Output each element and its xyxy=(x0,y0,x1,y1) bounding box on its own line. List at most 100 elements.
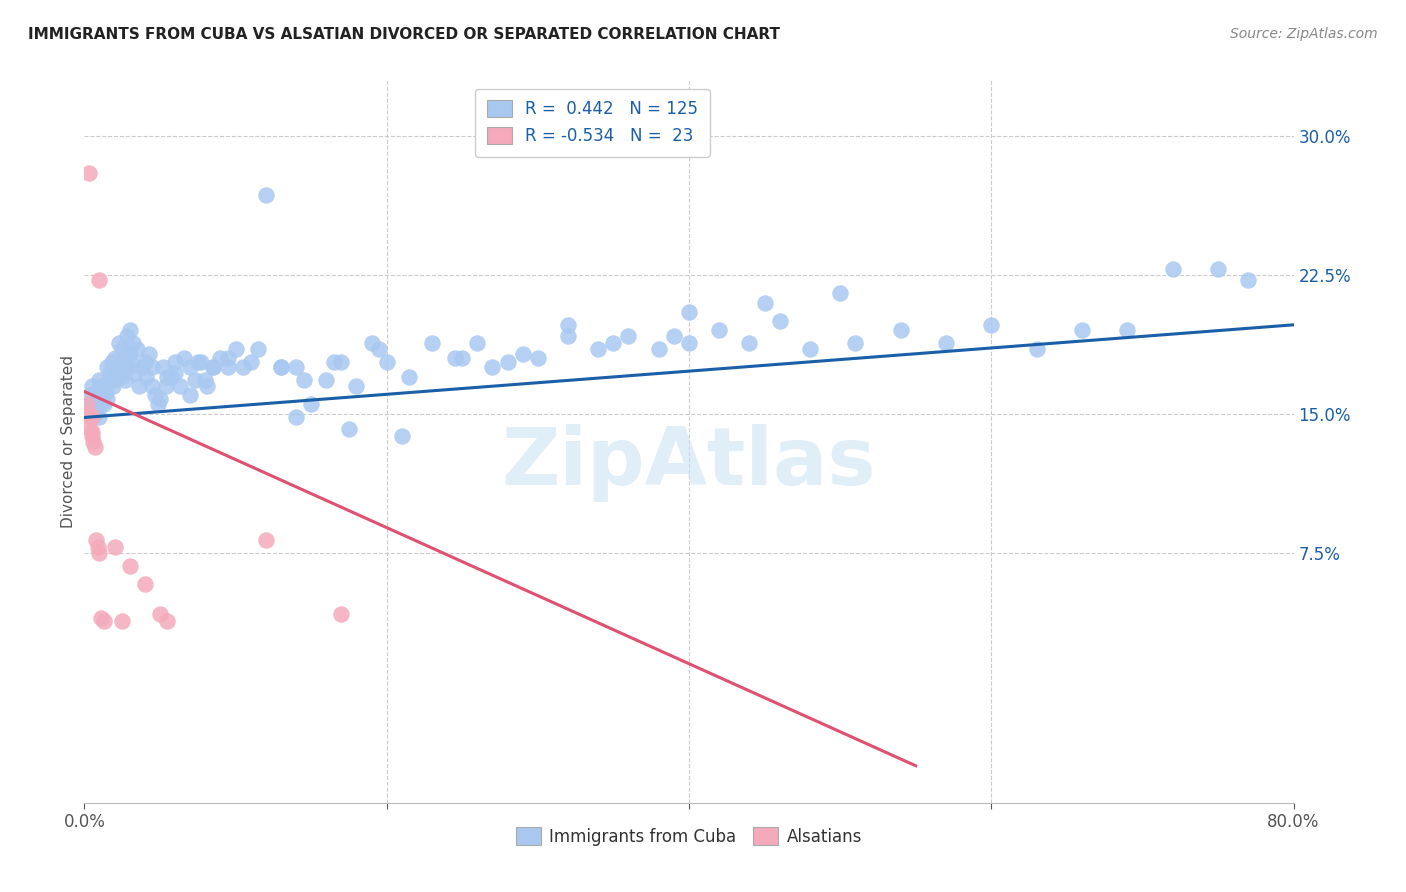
Point xyxy=(190,355,212,369)
Point xyxy=(80,397,103,411)
Point xyxy=(754,295,776,310)
Point xyxy=(114,373,136,387)
Point xyxy=(80,429,103,443)
Point xyxy=(128,379,150,393)
Point xyxy=(156,369,179,384)
Point xyxy=(602,336,624,351)
Point xyxy=(96,360,118,375)
Point xyxy=(87,540,110,554)
Point xyxy=(173,351,195,366)
Text: IMMIGRANTS FROM CUBA VS ALSATIAN DIVORCED OR SEPARATED CORRELATION CHART: IMMIGRANTS FROM CUBA VS ALSATIAN DIVORCE… xyxy=(28,27,780,42)
Point xyxy=(588,342,610,356)
Point xyxy=(709,323,731,337)
Point xyxy=(232,360,254,375)
Point xyxy=(678,336,700,351)
Point xyxy=(285,360,308,375)
Point xyxy=(100,355,122,369)
Point xyxy=(111,360,134,375)
Point xyxy=(122,366,145,380)
Point xyxy=(391,429,413,443)
Point xyxy=(346,379,368,393)
Point xyxy=(89,373,111,387)
Point xyxy=(104,351,127,366)
Point xyxy=(844,336,866,351)
Point xyxy=(254,533,277,547)
Point xyxy=(769,314,792,328)
Point xyxy=(90,379,112,393)
Point xyxy=(111,614,134,628)
Point xyxy=(179,360,201,375)
Point xyxy=(79,410,101,425)
Text: ZipAtlas: ZipAtlas xyxy=(502,425,876,502)
Point xyxy=(1161,262,1184,277)
Point xyxy=(134,355,156,369)
Point xyxy=(104,373,127,387)
Point xyxy=(89,410,111,425)
Point xyxy=(398,369,420,384)
Point xyxy=(105,360,128,375)
Point xyxy=(82,434,104,449)
Point xyxy=(131,360,153,375)
Point xyxy=(481,360,503,375)
Point xyxy=(512,347,534,361)
Point xyxy=(127,342,149,356)
Point xyxy=(118,558,141,573)
Text: Source: ZipAtlas.com: Source: ZipAtlas.com xyxy=(1230,27,1378,41)
Point xyxy=(935,336,957,351)
Point xyxy=(209,351,232,366)
Point xyxy=(239,355,262,369)
Point xyxy=(292,373,315,387)
Point xyxy=(98,366,121,380)
Point xyxy=(93,397,115,411)
Point xyxy=(121,336,143,351)
Point xyxy=(108,336,131,351)
Point xyxy=(80,379,103,393)
Point xyxy=(443,351,465,366)
Point xyxy=(980,318,1002,332)
Point xyxy=(148,397,170,411)
Point xyxy=(285,410,308,425)
Point xyxy=(77,397,100,411)
Point xyxy=(76,397,98,411)
Point xyxy=(201,360,224,375)
Point xyxy=(118,323,141,337)
Point xyxy=(330,355,353,369)
Point xyxy=(79,388,101,402)
Point xyxy=(270,360,292,375)
Point xyxy=(134,577,156,591)
Point xyxy=(662,329,685,343)
Point xyxy=(1116,323,1139,337)
Point xyxy=(89,397,111,411)
Point xyxy=(138,347,160,361)
Point xyxy=(87,401,110,416)
Point xyxy=(80,425,103,440)
Point xyxy=(1206,262,1229,277)
Point xyxy=(557,329,579,343)
Point xyxy=(678,305,700,319)
Point xyxy=(195,379,218,393)
Point xyxy=(107,366,129,380)
Point xyxy=(156,614,179,628)
Y-axis label: Divorced or Separated: Divorced or Separated xyxy=(60,355,76,528)
Point xyxy=(90,610,112,624)
Point xyxy=(225,342,247,356)
Point xyxy=(84,407,107,421)
Point xyxy=(830,286,852,301)
Point xyxy=(77,166,100,180)
Point xyxy=(648,342,671,356)
Point xyxy=(77,410,100,425)
Point xyxy=(96,392,118,406)
Point xyxy=(86,533,108,547)
Point xyxy=(1071,323,1094,337)
Point xyxy=(141,360,163,375)
Point xyxy=(120,355,142,369)
Point xyxy=(315,373,337,387)
Point xyxy=(145,388,167,402)
Point xyxy=(86,384,108,399)
Point xyxy=(270,360,292,375)
Point xyxy=(247,342,270,356)
Point xyxy=(194,373,217,387)
Point xyxy=(89,273,111,287)
Point xyxy=(84,388,107,402)
Point xyxy=(118,347,141,361)
